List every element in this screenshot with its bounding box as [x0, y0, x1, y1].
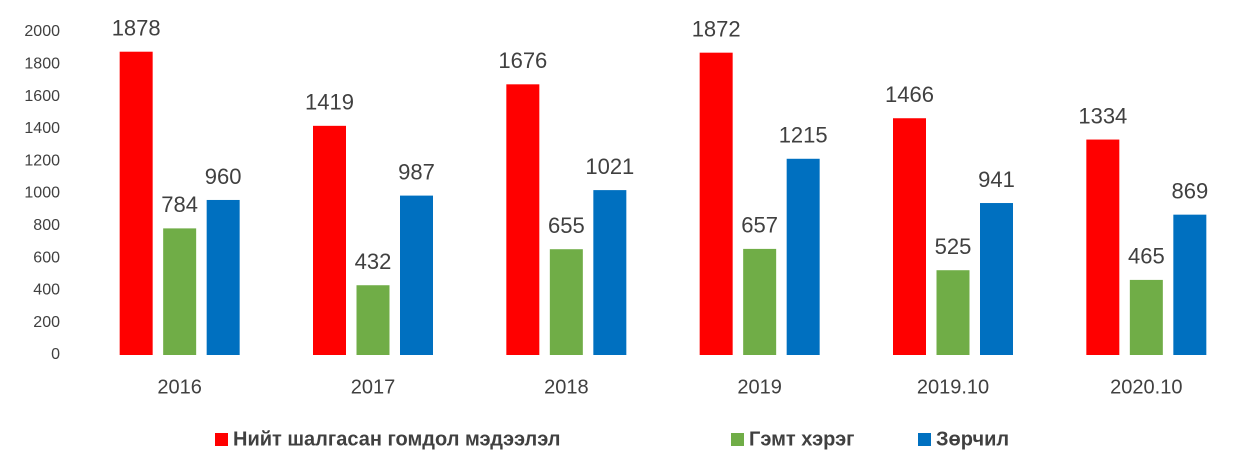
data-label: 655	[548, 213, 585, 238]
y-tick-label: 1800	[24, 56, 60, 73]
bar	[1129, 279, 1163, 355]
bar	[893, 118, 926, 355]
bar	[206, 199, 240, 355]
legend-swatch	[918, 433, 931, 446]
y-tick-label: 1200	[24, 152, 60, 169]
bar	[313, 125, 346, 355]
legend-label: Зөрчил	[936, 428, 1009, 450]
x-tick-label: 2017	[351, 376, 396, 398]
data-label: 1466	[885, 82, 934, 107]
data-label: 1872	[692, 16, 741, 41]
y-tick-label: 0	[51, 346, 60, 363]
x-tick-label: 2016	[157, 376, 202, 398]
y-tick-label: 2000	[24, 23, 60, 40]
data-label: 987	[398, 159, 435, 184]
data-label: 960	[205, 164, 242, 189]
y-tick-label: 600	[33, 249, 60, 266]
x-tick-label: 2020.10	[1110, 376, 1182, 398]
data-label: 525	[935, 234, 972, 259]
bar	[936, 270, 970, 355]
y-tick-label: 1400	[24, 120, 60, 137]
data-label: 1676	[498, 48, 547, 73]
y-tick-label: 800	[33, 217, 60, 234]
data-label: 869	[1171, 178, 1208, 203]
y-tick-label: 1000	[24, 185, 60, 202]
bar	[506, 84, 540, 356]
x-tick-label: 2019	[737, 376, 782, 398]
x-tick-label: 2019.10	[917, 376, 989, 398]
data-label: 432	[355, 249, 392, 274]
bar	[786, 158, 820, 355]
data-label: 784	[161, 192, 198, 217]
legend-swatch	[731, 433, 744, 446]
bar	[119, 51, 153, 355]
data-label: 657	[741, 213, 778, 238]
data-label: 1215	[779, 123, 828, 148]
y-tick-label: 200	[33, 314, 60, 331]
data-label: 1021	[585, 154, 634, 179]
y-tick-label: 400	[33, 282, 60, 299]
bar	[163, 228, 197, 355]
bar	[743, 248, 777, 355]
bar	[549, 249, 583, 355]
legend-label: Гэмт хэрэг	[749, 428, 855, 450]
bar	[593, 190, 627, 355]
data-label: 1419	[305, 90, 354, 115]
bar	[400, 195, 433, 355]
x-tick-label: 2018	[544, 376, 589, 398]
y-tick-label: 1600	[24, 88, 60, 105]
data-label: 941	[978, 167, 1015, 192]
bar	[1173, 214, 1207, 355]
bar	[980, 203, 1013, 355]
data-label: 1334	[1078, 103, 1127, 128]
legend-label: Нийт шалгасан гомдол мэдээлэл	[233, 428, 561, 450]
data-label: 1878	[112, 16, 161, 41]
data-label: 465	[1128, 244, 1165, 269]
bar	[699, 52, 733, 356]
legend-swatch	[215, 433, 228, 446]
bar	[1086, 139, 1120, 355]
bar	[356, 285, 390, 355]
